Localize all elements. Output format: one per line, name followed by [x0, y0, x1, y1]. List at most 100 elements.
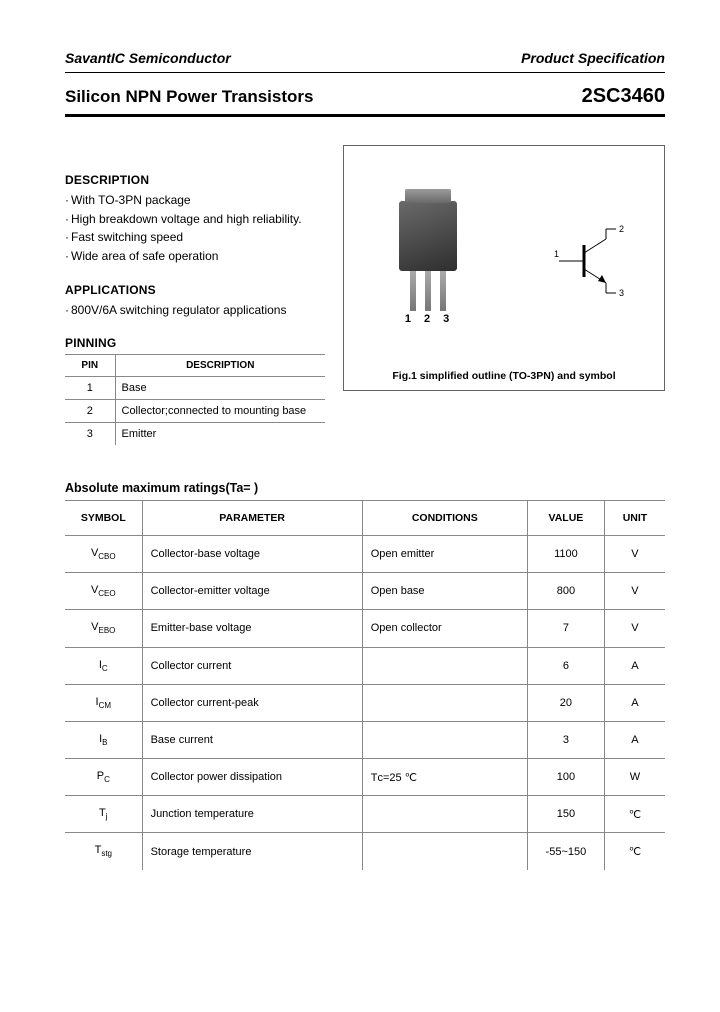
cell-parameter: Collector power dissipation	[142, 759, 362, 796]
cell-unit: ℃	[604, 833, 665, 870]
package-leads	[399, 271, 457, 311]
product-title: Silicon NPN Power Transistors	[65, 87, 313, 107]
cell-parameter: Collector-emitter voltage	[142, 573, 362, 610]
desc-item: Wide area of safe operation	[65, 247, 325, 266]
cell-parameter: Emitter-base voltage	[142, 610, 362, 647]
cell-symbol: IC	[65, 647, 142, 684]
cell-symbol: IB	[65, 721, 142, 758]
spec-label: Product Specification	[521, 50, 665, 66]
pin-num: 2	[65, 399, 115, 422]
cell-value: 100	[527, 759, 604, 796]
pin-label: 2	[424, 313, 430, 325]
pin-desc: Emitter	[115, 422, 325, 445]
lead	[440, 271, 446, 311]
pinning-row: 2 Collector;connected to mounting base	[65, 399, 325, 422]
cell-conditions: Open collector	[362, 610, 527, 647]
col-unit: UNIT	[604, 500, 665, 535]
desc-item: With TO-3PN package	[65, 191, 325, 210]
cell-unit: V	[604, 573, 665, 610]
figure-box: 1 2 3 1	[343, 145, 665, 391]
cell-symbol: VCEO	[65, 573, 142, 610]
title-row: Silicon NPN Power Transistors 2SC3460	[65, 73, 665, 112]
pinning-row: 3 Emitter	[65, 422, 325, 445]
svg-text:2: 2	[619, 224, 624, 234]
cell-unit: ℃	[604, 796, 665, 833]
cell-symbol: Tstg	[65, 833, 142, 870]
applications-heading: APPLICATIONS	[65, 283, 325, 297]
title-rule-thick	[65, 114, 665, 117]
cell-unit: W	[604, 759, 665, 796]
ratings-heading: Absolute maximum ratings(Ta= )	[65, 481, 665, 495]
cell-value: 7	[527, 610, 604, 647]
applications-list: 800V/6A switching regulator applications	[65, 301, 325, 320]
cell-value: 6	[527, 647, 604, 684]
svg-text:1: 1	[554, 249, 559, 259]
ratings-row: PCCollector power dissipationTᴄ=25 ℃100W	[65, 759, 665, 796]
pin-desc: Base	[115, 376, 325, 399]
pin-num: 1	[65, 376, 115, 399]
ratings-row: TjJunction temperature 150℃	[65, 796, 665, 833]
cell-value: 20	[527, 684, 604, 721]
cell-value: 800	[527, 573, 604, 610]
cell-unit: V	[604, 610, 665, 647]
cell-symbol: VEBO	[65, 610, 142, 647]
cell-conditions	[362, 721, 527, 758]
ratings-row: ICCollector current 6A	[65, 647, 665, 684]
cell-conditions	[362, 833, 527, 870]
cell-conditions: Open base	[362, 573, 527, 610]
col-value: VALUE	[527, 500, 604, 535]
col-symbol: SYMBOL	[65, 500, 142, 535]
ratings-row: VEBOEmitter-base voltageOpen collector7V	[65, 610, 665, 647]
package-body	[399, 201, 457, 271]
pin-num: 3	[65, 422, 115, 445]
cell-parameter: Collector-base voltage	[142, 535, 362, 572]
lead	[425, 271, 431, 311]
datasheet-page: SavantIC Semiconductor Product Specifica…	[0, 0, 720, 910]
cell-conditions: Open emitter	[362, 535, 527, 572]
pin-desc: Collector;connected to mounting base	[115, 399, 325, 422]
cell-value: 3	[527, 721, 604, 758]
figure-caption: Fig.1 simplified outline (TO-3PN) and sy…	[344, 370, 664, 382]
cell-value: 150	[527, 796, 604, 833]
cell-unit: V	[604, 535, 665, 572]
cell-parameter: Collector current-peak	[142, 684, 362, 721]
cell-parameter: Storage temperature	[142, 833, 362, 870]
company-name: SavantIC Semiconductor	[65, 50, 231, 66]
pinning-col-pin: PIN	[65, 354, 115, 376]
pinning-row: 1 Base	[65, 376, 325, 399]
cell-symbol: VCBO	[65, 535, 142, 572]
col-parameter: PARAMETER	[142, 500, 362, 535]
cell-parameter: Collector current	[142, 647, 362, 684]
description-heading: DESCRIPTION	[65, 173, 325, 187]
cell-conditions: Tᴄ=25 ℃	[362, 759, 527, 796]
ratings-row: VCBOCollector-base voltageOpen emitter11…	[65, 535, 665, 572]
pin-label: 1	[405, 313, 411, 325]
description-list: With TO-3PN package High breakdown volta…	[65, 191, 325, 265]
desc-item: High breakdown voltage and high reliabil…	[65, 210, 325, 229]
cell-unit: A	[604, 684, 665, 721]
pin-label: 3	[443, 313, 449, 325]
cell-parameter: Base current	[142, 721, 362, 758]
ratings-table: SYMBOL PARAMETER CONDITIONS VALUE UNIT V…	[65, 500, 665, 870]
cell-parameter: Junction temperature	[142, 796, 362, 833]
cell-conditions	[362, 647, 527, 684]
cell-symbol: ICM	[65, 684, 142, 721]
cell-value: 1100	[527, 535, 604, 572]
cell-conditions	[362, 796, 527, 833]
ratings-header-row: SYMBOL PARAMETER CONDITIONS VALUE UNIT	[65, 500, 665, 535]
cell-unit: A	[604, 647, 665, 684]
part-number: 2SC3460	[582, 85, 665, 108]
transistor-symbol: 1 2 3	[554, 221, 634, 306]
col-conditions: CONDITIONS	[362, 500, 527, 535]
cell-symbol: Tj	[65, 796, 142, 833]
pinning-table: PIN DESCRIPTION 1 Base 2 Collector;conne…	[65, 354, 325, 445]
cell-symbol: PC	[65, 759, 142, 796]
ratings-row: ICMCollector current-peak 20A	[65, 684, 665, 721]
desc-item: Fast switching speed	[65, 228, 325, 247]
package-outline: 1 2 3	[399, 201, 457, 325]
cell-unit: A	[604, 721, 665, 758]
pin-numbers: 1 2 3	[397, 313, 457, 325]
cell-conditions	[362, 684, 527, 721]
app-item: 800V/6A switching regulator applications	[65, 301, 325, 320]
pinning-col-desc: DESCRIPTION	[115, 354, 325, 376]
